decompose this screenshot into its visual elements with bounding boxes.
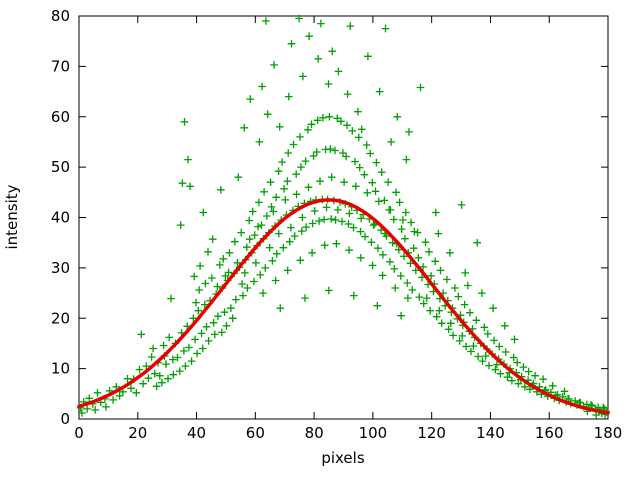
plot-data (76, 14, 611, 419)
y-tick-label: 40 (51, 209, 70, 227)
y-tick-label: 30 (51, 259, 70, 277)
x-tick-label: 180 (594, 424, 623, 442)
x-tick-label: 20 (128, 424, 147, 442)
y-tick-label: 0 (60, 410, 70, 428)
y-tick-label: 50 (51, 158, 70, 176)
x-axis-title: pixels (321, 449, 365, 467)
x-tick-label: 140 (476, 424, 505, 442)
x-tick-label: 80 (305, 424, 324, 442)
y-tick-label: 80 (51, 7, 70, 25)
x-tick-label: 100 (359, 424, 388, 442)
y-axis-title: intensity (3, 184, 21, 249)
scatter-points (76, 14, 611, 419)
y-tick-label: 60 (51, 108, 70, 126)
x-tick-label: 160 (535, 424, 564, 442)
x-tick-label: 40 (187, 424, 206, 442)
x-tick-label: 0 (74, 424, 84, 442)
fit-curve (77, 198, 610, 415)
y-tick-label: 20 (51, 309, 70, 327)
x-tick-label: 120 (417, 424, 446, 442)
y-tick-label: 10 (51, 360, 70, 378)
y-tick-label: 70 (51, 57, 70, 75)
axes: 0 20 40 60 80 100 120 140 160 180 0 10 20 30 40 50 60 70 8… (51, 7, 622, 442)
x-tick-label: 60 (246, 424, 265, 442)
